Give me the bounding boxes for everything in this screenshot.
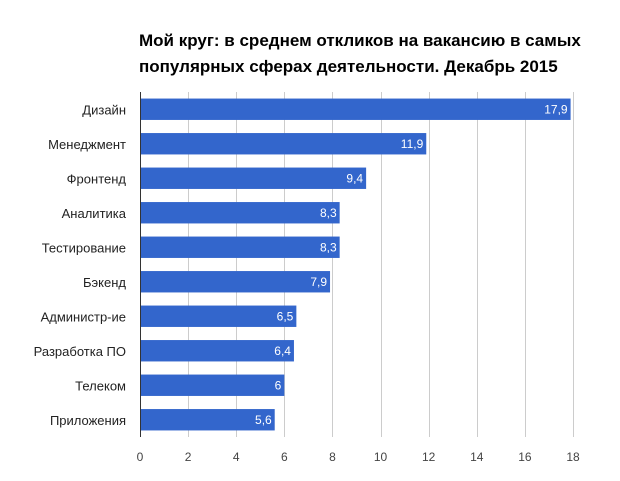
bar-value-label: 7,9 bbox=[310, 275, 327, 289]
category-label: Менеджмент bbox=[48, 137, 126, 152]
category-label: Телеком bbox=[75, 378, 126, 393]
x-tick-label: 18 bbox=[566, 450, 580, 464]
bar-value-label: 8,3 bbox=[320, 206, 337, 220]
bar-9 bbox=[140, 374, 285, 396]
bar-value-label: 6,4 bbox=[274, 344, 291, 358]
category-label: Администр-ие bbox=[41, 309, 126, 324]
bar-1 bbox=[140, 98, 571, 120]
bar-value-label: 8,3 bbox=[320, 240, 337, 254]
category-label: Фронтенд bbox=[67, 171, 127, 186]
x-tick-label: 4 bbox=[233, 450, 240, 464]
x-tick-label: 0 bbox=[137, 450, 144, 464]
x-axis: 0 2 4 6 8 10 12 14 16 18 bbox=[137, 92, 580, 464]
bar-value-label: 17,9 bbox=[544, 102, 568, 116]
bar-5 bbox=[140, 236, 340, 258]
bar-6 bbox=[140, 271, 331, 293]
category-label: Аналитика bbox=[62, 206, 127, 221]
category-label: Разработка ПО bbox=[34, 344, 126, 359]
x-tick-label: 8 bbox=[329, 450, 336, 464]
x-tick-label: 14 bbox=[470, 450, 484, 464]
x-tick-label: 10 bbox=[374, 450, 388, 464]
bar-value-label: 9,4 bbox=[346, 171, 363, 185]
x-tick-label: 12 bbox=[422, 450, 436, 464]
category-label: Тестирование bbox=[42, 240, 126, 255]
bar-value-label: 11,9 bbox=[401, 137, 424, 151]
category-label: Бэкенд bbox=[83, 275, 126, 290]
bar-value-label: 6,5 bbox=[277, 309, 294, 323]
category-label: Приложения bbox=[50, 413, 126, 428]
x-tick-label: 6 bbox=[281, 450, 288, 464]
bar-10 bbox=[140, 409, 275, 431]
bar-value-label: 6 bbox=[275, 378, 282, 392]
bar-value-label: 5,6 bbox=[255, 413, 272, 427]
category-label: Дизайн bbox=[82, 102, 126, 117]
bar-2 bbox=[140, 133, 427, 155]
bar-7 bbox=[140, 305, 297, 327]
bar-8 bbox=[140, 340, 294, 362]
x-tick-label: 2 bbox=[185, 450, 192, 464]
bar-3 bbox=[140, 167, 367, 189]
chart-title-line-1: Мой круг: в среднем откликов на вакансию… bbox=[139, 31, 581, 50]
x-tick-label: 16 bbox=[518, 450, 532, 464]
chart-title-line-2: популярных сферах деятельности. Декабрь … bbox=[139, 57, 558, 76]
bars: 17,9 Дизайн 11,9 Менеджмент 9,4 Фронтенд 8,3 Ан… bbox=[34, 98, 571, 431]
bar-4 bbox=[140, 202, 340, 224]
